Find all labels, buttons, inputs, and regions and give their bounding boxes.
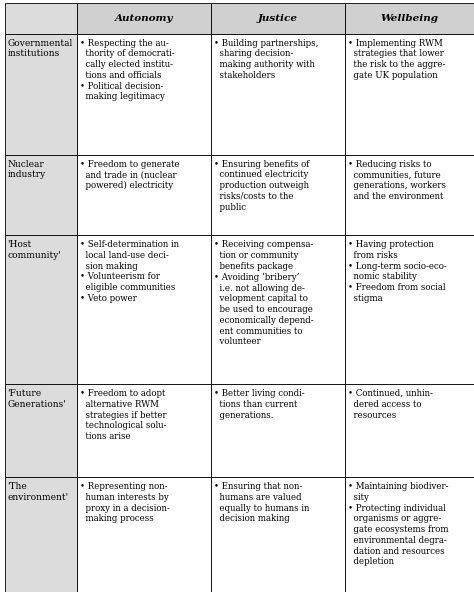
Text: Governmental
institutions: Governmental institutions [8,38,73,59]
Text: Nuclear
industry: Nuclear industry [8,160,46,179]
Bar [5,3,77,34]
Bar [5,477,77,592]
Bar [77,236,211,384]
Text: • Maintaining biodiver-
  sity
• Protecting individual
  organisms or aggre-
  g: • Maintaining biodiver- sity • Protectin… [348,482,448,567]
Text: Autonomy: Autonomy [115,14,173,23]
Text: • Having protection
  from risks
• Long-term socio-eco-
  nomic stability
• Free: • Having protection from risks • Long-te… [348,240,447,303]
Text: • Ensuring benefits of
  continued electricity
  production outweigh
  risks/cos: • Ensuring benefits of continued electri… [214,160,310,211]
Bar [345,384,474,477]
Text: • Freedom to generate
  and trade in (nuclear
  powered) electricity: • Freedom to generate and trade in (nucl… [80,160,180,190]
Text: • Better living condi-
  tions than current
  generations.: • Better living condi- tions than curren… [214,389,305,420]
Text: • Respecting the au-
  thority of democrati-
  cally elected institu-
  tions an: • Respecting the au- thority of democrat… [80,38,175,101]
Text: 'Future
Generations': 'Future Generations' [8,389,66,408]
Bar [77,477,211,592]
Bar [211,3,345,34]
Bar [77,155,211,236]
Bar [5,34,77,155]
Bar [345,236,474,384]
Text: • Reducing risks to
  communities, future
  generations, workers
  and the envir: • Reducing risks to communities, future … [348,160,446,201]
Text: • Representing non-
  human interests by
  proxy in a decision-
  making process: • Representing non- human interests by p… [80,482,170,523]
Bar [345,3,474,34]
Bar [211,236,345,384]
Bar [345,34,474,155]
Bar [5,384,77,477]
Text: 'The
environment': 'The environment' [8,482,69,502]
Text: Wellbeing: Wellbeing [381,14,438,23]
Bar [5,155,77,236]
Text: • Receiving compensa-
  tion or community
  benefits package
• Avoiding ‘bribery: • Receiving compensa- tion or community … [214,240,314,346]
Bar [345,155,474,236]
Text: • Building partnerships,
  sharing decision-
  making authority with
  stakehold: • Building partnerships, sharing decisio… [214,38,319,80]
Bar [77,384,211,477]
Bar [211,155,345,236]
Bar [345,477,474,592]
Bar [77,3,211,34]
Text: • Freedom to adopt
  alternative RWM
  strategies if better
  technological solu: • Freedom to adopt alternative RWM strat… [80,389,167,441]
Bar [211,34,345,155]
Text: • Implementing RWM
  strategies that lower
  the risk to the aggre-
  gate UK po: • Implementing RWM strategies that lower… [348,38,445,80]
Text: Justice: Justice [258,14,298,23]
Bar [5,236,77,384]
Text: • Continued, unhin-
  dered access to
  resources: • Continued, unhin- dered access to reso… [348,389,433,420]
Text: • Ensuring that non-
  humans are valued
  equally to humans in
  decision makin: • Ensuring that non- humans are valued e… [214,482,310,523]
Text: 'Host
community': 'Host community' [8,240,62,260]
Bar [77,34,211,155]
Bar [211,384,345,477]
Text: • Self-determination in
  local land-use deci-
  sion making
• Volunteerism for
: • Self-determination in local land-use d… [80,240,179,303]
Bar [211,477,345,592]
